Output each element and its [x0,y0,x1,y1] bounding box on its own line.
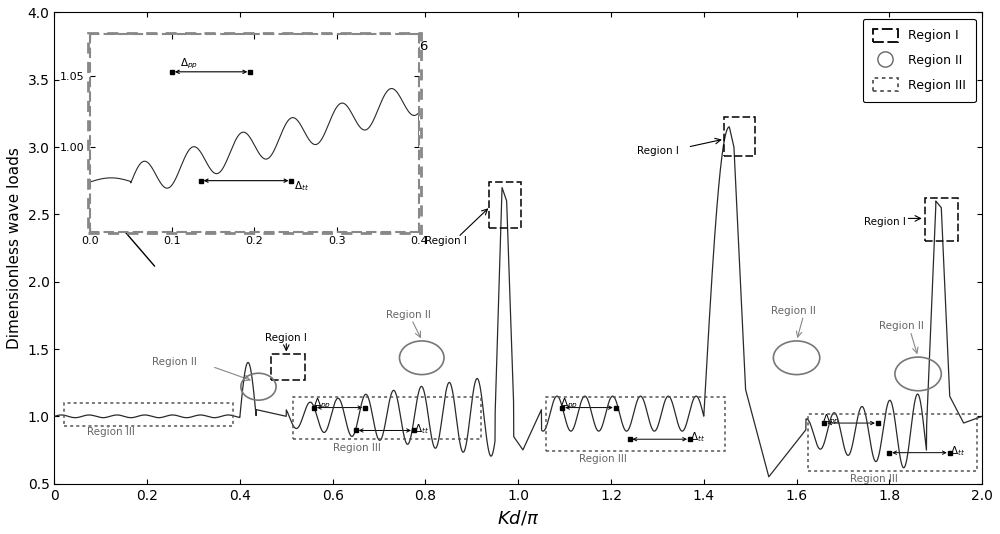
Text: $\Delta_{tt}$: $\Delta_{tt}$ [690,430,705,444]
Text: Region III: Region III [333,443,381,453]
Y-axis label: Dimensionless wave loads: Dimensionless wave loads [7,147,22,349]
Text: Region II: Region II [386,310,431,320]
Text: Region II: Region II [879,321,924,332]
Bar [925,198,958,241]
Bar [724,117,755,156]
Text: $\Delta_{tt}$: $\Delta_{tt}$ [414,422,429,436]
Text: Region III: Region III [579,454,626,464]
Bar [293,397,481,439]
Legend: Region I, Region II, Region III: Region I, Region II, Region III [863,19,976,102]
Bar [64,403,233,426]
Text: $\Delta_{pp}$: $\Delta_{pp}$ [560,397,578,411]
X-axis label: $Kd/\pi$: $Kd/\pi$ [497,508,539,527]
Text: $\Delta_{pp}$: $\Delta_{pp}$ [313,397,331,411]
Bar [546,397,725,451]
Text: Region III: Region III [850,474,898,484]
Text: Region I: Region I [425,236,467,246]
Text: Region I: Region I [864,217,906,227]
Text: Region III: Region III [87,427,135,437]
Bar [808,414,977,471]
Text: $\Delta_{pp}$: $\Delta_{pp}$ [822,412,840,427]
Bar [489,182,521,228]
Text: Region II: Region II [152,357,197,367]
Text: Region I: Region I [265,333,307,343]
Text: Region I: Region I [637,146,678,156]
Text: $\Delta_{pp} = \Delta_{tt} = \Delta = 0.0586$: $\Delta_{pp} = \Delta_{tt} = \Delta = 0.… [286,39,430,56]
Text: $\Delta_{tt}$: $\Delta_{tt}$ [950,444,965,458]
Bar [271,355,305,380]
Text: Region II: Region II [771,306,816,316]
